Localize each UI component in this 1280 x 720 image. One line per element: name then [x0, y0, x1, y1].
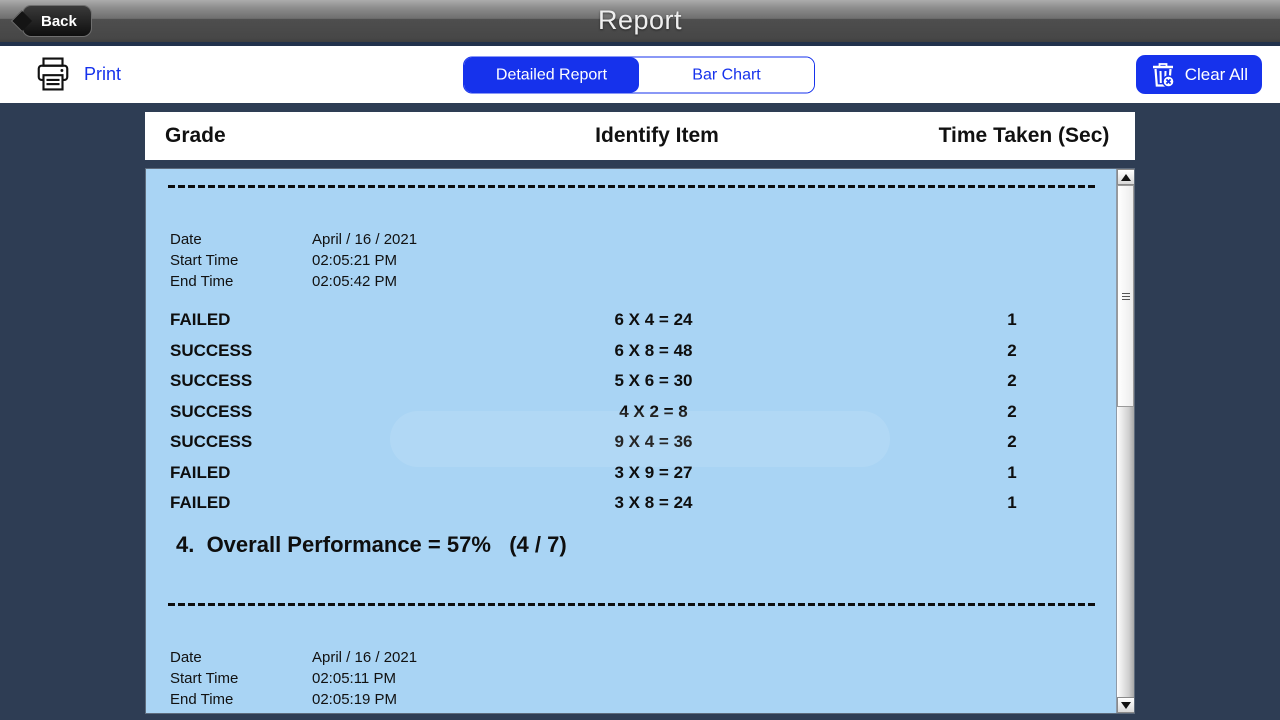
- report-content: Date April / 16 / 2021 Start Time 02:05:21 …: [146, 169, 1117, 713]
- table-header-row: Grade Identify Item Time Taken (Sec): [145, 112, 1135, 160]
- scrollbar-thumb[interactable]: [1117, 185, 1134, 407]
- time-taken-cell: 1: [1007, 493, 1017, 512]
- identify-item-cell: 9 X 4 = 36: [614, 432, 693, 451]
- table-row: FAILED 3 X 9 = 27 1: [146, 458, 1117, 489]
- table-row: SUCCESS 5 X 6 = 30 2: [146, 366, 1117, 397]
- overall-performance-summary: 4. Overall Performance = 57% (4 / 7): [176, 531, 567, 557]
- meta-value: 02:05:19 PM: [312, 690, 398, 708]
- identify-item-cell: 3 X 8 = 24: [614, 493, 693, 512]
- page-title: Report: [597, 5, 683, 35]
- table-row: FAILED 6 X 4 = 24 1: [146, 305, 1117, 336]
- title-bar: Back Report: [0, 0, 1280, 46]
- meta-value: 02:05:11 PM: [312, 669, 396, 687]
- meta-row: Start Time 02:05:21 PM: [170, 250, 1117, 271]
- grade-cell: FAILED: [170, 310, 231, 329]
- time-taken-cell: 1: [1007, 462, 1017, 482]
- meta-label: Date: [170, 231, 202, 248]
- identify-item-cell: 3 X 9 = 27: [614, 462, 693, 482]
- session-meta: Date April / 16 / 2021 Start Time 02:05:11 …: [170, 647, 1117, 710]
- table-row: SUCCESS 4 X 2 = 8 2: [146, 397, 1117, 428]
- meta-value: April / 16 / 2021: [312, 231, 418, 248]
- time-taken-cell: 2: [1007, 371, 1017, 390]
- meta-value: 02:05:21 PM: [312, 252, 398, 269]
- meta-row: Start Time 02:05:11 PM: [170, 668, 1117, 689]
- tab-detailed-report[interactable]: Detailed Report: [464, 57, 639, 93]
- session-divider: [168, 602, 1095, 606]
- identify-item-cell: 4 X 2 = 8: [619, 401, 688, 421]
- printer-icon: [37, 57, 69, 91]
- tab-bar-chart[interactable]: Bar Chart: [639, 57, 814, 93]
- time-taken-cell: 2: [1007, 432, 1017, 451]
- column-header-grade: Grade: [165, 124, 226, 147]
- meta-label: Start Time: [170, 669, 239, 687]
- identify-item-cell: 6 X 4 = 24: [614, 310, 693, 329]
- table-row: SUCCESS 6 X 8 = 48 2: [146, 336, 1117, 367]
- meta-row: End Time 02:05:19 PM: [170, 689, 1117, 710]
- meta-label: Date: [170, 648, 202, 666]
- grade-cell: SUCCESS: [170, 371, 253, 390]
- column-header-time-taken: Time Taken (Sec): [938, 124, 1110, 147]
- time-taken-cell: 2: [1007, 401, 1017, 421]
- grade-cell: SUCCESS: [170, 401, 253, 421]
- identify-item-cell: 6 X 8 = 48: [614, 340, 693, 360]
- column-header-identify-item: Identify Item: [595, 124, 719, 147]
- trash-delete-icon: [1152, 62, 1175, 88]
- meta-label: End Time: [170, 690, 234, 708]
- table-row: FAILED 3 X 8 = 24 1: [146, 488, 1117, 519]
- identify-item-cell: 5 X 6 = 30: [614, 371, 693, 390]
- table-row: SUCCESS 9 X 4 = 36 2: [146, 427, 1117, 458]
- main-area: Grade Identify Item Time Taken (Sec) Dat…: [0, 103, 1280, 720]
- session-divider: [168, 185, 1095, 188]
- meta-label: Start Time: [170, 252, 239, 269]
- time-taken-cell: 1: [1007, 310, 1017, 329]
- clear-all-button[interactable]: Clear All: [1135, 55, 1262, 94]
- report-view-tabs: Detailed Report Bar Chart: [463, 56, 815, 94]
- print-label: Print: [84, 63, 122, 84]
- meta-value: 02:05:42 PM: [312, 273, 398, 290]
- grade-cell: SUCCESS: [170, 340, 253, 360]
- scroll-up-arrow-icon[interactable]: [1117, 169, 1134, 185]
- grade-rows: FAILED 6 X 4 = 24 1 SUCCESS 6 X 8 = 48 2 SUCCE…: [146, 305, 1117, 519]
- meta-row: Date April / 16 / 2021: [170, 647, 1117, 668]
- report-scroll-area[interactable]: Date April / 16 / 2021 Start Time 02:05:21 …: [145, 168, 1135, 714]
- time-taken-cell: 2: [1007, 340, 1017, 360]
- session-meta: Date April / 16 / 2021 Start Time 02:05:21 …: [170, 229, 1117, 292]
- scrollbar[interactable]: [1116, 169, 1134, 713]
- meta-label: End Time: [170, 273, 234, 290]
- clear-all-label: Clear All: [1184, 64, 1248, 84]
- back-button[interactable]: Back: [10, 5, 92, 37]
- grade-cell: FAILED: [170, 493, 231, 512]
- scrollbar-grip: [1121, 292, 1130, 300]
- print-button[interactable]: Print: [34, 54, 121, 94]
- grade-cell: FAILED: [170, 462, 231, 482]
- meta-value: April / 16 / 2021: [312, 648, 418, 666]
- meta-row: Date April / 16 / 2021: [170, 229, 1117, 250]
- scroll-down-arrow-icon[interactable]: [1117, 697, 1134, 713]
- toolbar: Print Detailed Report Bar Chart Clear Al…: [0, 46, 1280, 103]
- back-button-label: Back: [41, 12, 77, 30]
- meta-row: End Time 02:05:42 PM: [170, 271, 1117, 292]
- grade-cell: SUCCESS: [170, 432, 253, 451]
